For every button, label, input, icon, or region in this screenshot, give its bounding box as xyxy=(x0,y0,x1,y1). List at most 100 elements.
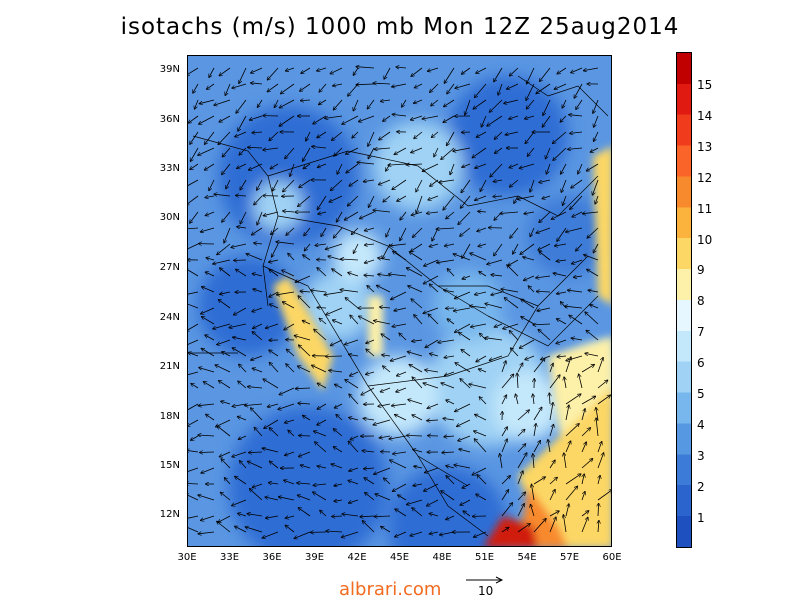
wind-vector-arrow xyxy=(427,499,439,506)
wind-vector-arrow xyxy=(188,179,199,186)
wind-vector-arrow xyxy=(581,442,586,453)
wind-vector-arrow xyxy=(455,363,471,373)
wind-vector-arrow xyxy=(479,397,487,405)
wind-vector-arrow xyxy=(362,451,375,452)
wind-vector-arrow xyxy=(374,516,391,517)
wind-vector-arrow xyxy=(530,179,535,192)
wind-vector-arrow xyxy=(501,427,507,437)
wind-vector-arrow xyxy=(504,99,519,103)
wind-vector-arrow xyxy=(191,147,199,161)
wind-vector-arrow xyxy=(317,195,327,210)
wind-vector-arrow xyxy=(430,354,439,356)
colorbar-tick-label: 10 xyxy=(697,232,713,247)
wind-vector-arrow xyxy=(249,163,263,170)
wind-vector-arrow xyxy=(349,467,359,471)
wind-vector-arrow xyxy=(283,179,295,192)
wind-vector-arrow xyxy=(238,513,247,517)
wind-vector-arrow xyxy=(188,527,199,533)
wind-vector-arrow xyxy=(524,275,535,280)
wind-vector-arrow xyxy=(574,276,583,277)
wind-vector-arrow xyxy=(393,114,407,116)
wind-vector-arrow xyxy=(582,474,584,485)
wind-vector-arrow xyxy=(240,461,247,469)
wind-vector-arrow xyxy=(317,268,327,277)
wind-vector-arrow xyxy=(595,195,599,204)
wind-vector-arrow xyxy=(412,340,423,341)
wind-vector-arrow xyxy=(220,451,231,457)
wind-vector-arrow xyxy=(317,419,327,425)
wind-vector-arrow xyxy=(324,291,343,295)
wind-vector-arrow xyxy=(414,315,423,325)
wind-vector-arrow xyxy=(538,330,551,341)
wind-vector-arrow xyxy=(233,337,247,341)
wind-vector-arrow xyxy=(348,273,359,277)
wind-vector-arrow xyxy=(312,147,327,149)
lon-tick-label: 39E xyxy=(304,552,325,563)
wind-vector-arrow xyxy=(574,83,583,98)
wind-vector-arrow xyxy=(334,227,343,238)
wind-vector-arrow xyxy=(319,83,327,92)
wind-vector-arrow xyxy=(411,243,423,251)
wind-vector-arrow xyxy=(329,370,343,372)
wind-vector-arrow xyxy=(572,259,583,264)
wind-vector-arrow xyxy=(253,289,263,293)
wind-vector-arrow xyxy=(298,195,311,206)
wind-vector-arrow xyxy=(458,435,471,441)
wind-vector-arrow xyxy=(427,212,439,213)
wind-vector-arrow xyxy=(272,243,279,257)
wind-vector-arrow xyxy=(400,211,407,220)
wind-vector-arrow xyxy=(395,415,407,421)
wind-vector-arrow xyxy=(373,210,391,212)
wind-vector-arrow xyxy=(264,211,279,216)
wind-vector-arrow xyxy=(350,315,359,325)
wind-vector-arrow xyxy=(564,453,567,469)
wind-vector-arrow xyxy=(201,227,215,232)
wind-vector-arrow xyxy=(313,115,327,124)
wind-vector-arrow xyxy=(446,515,455,520)
isotach-patch xyxy=(433,271,503,341)
wind-vector-arrow xyxy=(511,348,519,357)
wind-vector-arrow xyxy=(549,364,553,373)
wind-vector-arrow xyxy=(232,451,247,457)
wind-vector-arrow xyxy=(233,403,247,406)
wind-vector-arrow xyxy=(221,492,231,501)
wind-vector-arrow xyxy=(475,291,487,295)
wind-vector-arrow xyxy=(221,459,231,469)
wind-vector-arrow xyxy=(494,67,503,82)
wind-vector-arrow xyxy=(379,179,391,185)
wind-vectors xyxy=(188,67,611,539)
wind-vector-arrow xyxy=(495,131,503,139)
wind-vector-arrow xyxy=(549,425,554,437)
wind-vector-arrow xyxy=(501,395,506,405)
wind-vector-arrow xyxy=(357,162,375,164)
wind-vector-arrow xyxy=(429,243,439,247)
wind-vector-arrow xyxy=(273,179,279,191)
wind-vector-arrow xyxy=(205,196,215,198)
wind-vector-arrow xyxy=(478,244,487,246)
wind-vector-arrow xyxy=(427,420,439,421)
wind-vector-arrow xyxy=(251,355,263,360)
wind-vector-arrow xyxy=(557,319,567,325)
wind-vector-arrow xyxy=(470,306,487,309)
wind-vector-arrow xyxy=(268,403,279,407)
wind-vector-arrow xyxy=(279,115,295,126)
wind-vector-arrow xyxy=(222,163,231,174)
wind-vector-arrow xyxy=(501,361,506,373)
wind-vector-arrow xyxy=(220,292,231,294)
wind-vector-arrow xyxy=(239,364,247,373)
wind-vector-arrow xyxy=(447,83,455,94)
wind-vector-arrow xyxy=(341,259,359,260)
wind-vector-arrow xyxy=(432,131,439,137)
wind-vector-arrow xyxy=(326,243,343,249)
wind-vector-arrow xyxy=(476,355,487,362)
wind-vector-arrow xyxy=(446,211,455,219)
wind-vector-arrow xyxy=(413,227,423,237)
wind-vector-arrow xyxy=(568,148,583,149)
wind-vector-arrow xyxy=(336,415,343,421)
wind-vector-arrow xyxy=(317,131,327,138)
colorbar-tick-label: 4 xyxy=(697,417,705,432)
wind-vector-arrow xyxy=(269,270,279,277)
wind-vector-arrow xyxy=(581,459,593,469)
wind-vector-arrow xyxy=(517,444,526,453)
wind-vector-arrow xyxy=(584,67,599,71)
